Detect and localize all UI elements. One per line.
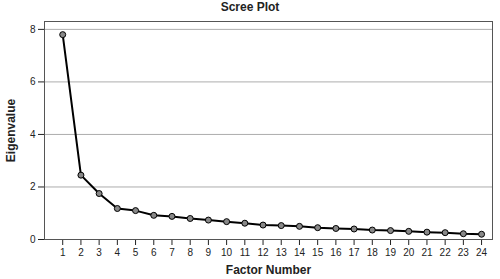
svg-text:16: 16 [330,247,342,258]
svg-text:19: 19 [385,247,397,258]
svg-text:2: 2 [78,247,84,258]
svg-text:10: 10 [221,247,233,258]
svg-text:4: 4 [115,247,121,258]
svg-text:7: 7 [169,247,175,258]
svg-text:8: 8 [187,247,193,258]
svg-text:17: 17 [349,247,361,258]
svg-text:14: 14 [294,247,306,258]
svg-text:20: 20 [403,247,415,258]
svg-text:Factor Number: Factor Number [226,263,312,277]
svg-text:0: 0 [30,234,36,245]
svg-text:24: 24 [476,247,488,258]
html-text:Scree Plot: Scree Plot [220,0,280,14]
svg-text:6: 6 [30,76,36,87]
svg-text:8: 8 [30,24,36,35]
svg-text:9: 9 [206,247,212,258]
svg-text:4: 4 [30,129,36,140]
svg-text:22: 22 [440,247,452,258]
svg-text:23: 23 [458,247,470,258]
svg-text:5: 5 [133,247,139,258]
svg-text:3: 3 [96,247,102,258]
svg-text:1: 1 [60,247,66,258]
svg-text:2: 2 [30,181,36,192]
svg-text:11: 11 [240,247,251,258]
svg-text:18: 18 [367,247,379,258]
svg-text:Eigenvalue: Eigenvalue [4,98,18,162]
svg-text:13: 13 [276,247,288,258]
svg-text:12: 12 [257,247,269,258]
svg-text:6: 6 [151,247,157,258]
svg-text:15: 15 [312,247,324,258]
svg-text:21: 21 [421,247,433,258]
